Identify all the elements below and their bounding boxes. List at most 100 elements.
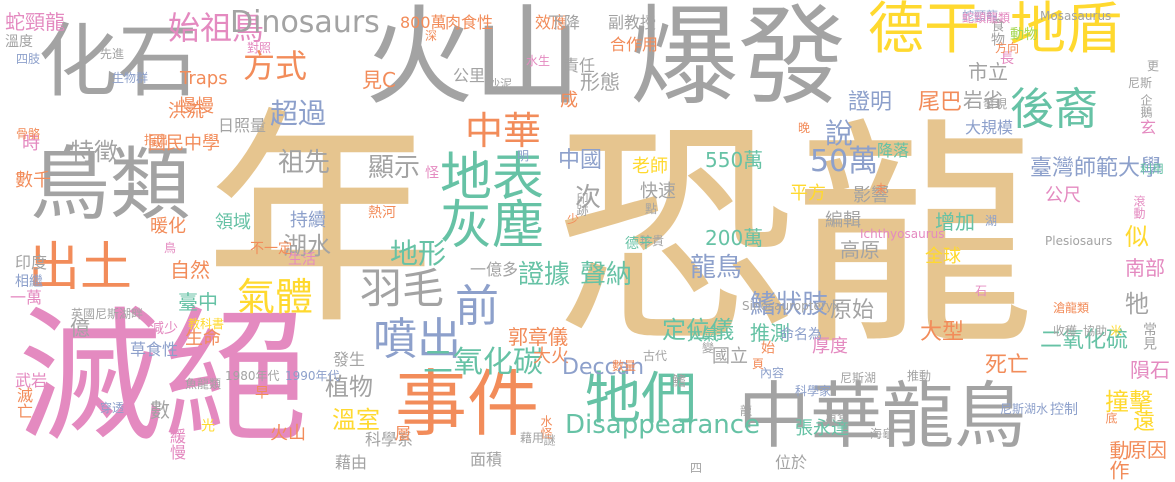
word-niaolei: 鳥類	[30, 138, 190, 231]
word-qie: 企鵝	[1139, 94, 1153, 118]
word-zhonghua: 中華	[465, 109, 542, 153]
word-gongchi: 公尺	[1045, 185, 1081, 206]
word-longniao: 龍鳥	[690, 253, 743, 283]
word-shijian: 事件	[395, 362, 540, 446]
word-dixing: 地形	[390, 237, 447, 270]
word-chutu: 出土	[28, 238, 133, 298]
word-ci: 次	[575, 183, 602, 213]
word-taiwanshida: 臺灣師範大學	[1030, 156, 1163, 181]
word-canglonglei: 滄龍類	[1053, 301, 1090, 315]
word-miejue: 滅絕	[18, 293, 308, 462]
word-hushui: 湖水	[283, 232, 331, 260]
word-rehe: 熱河	[368, 205, 396, 221]
word-si-four: 四	[690, 461, 703, 475]
word-dongzuo: 動作	[1106, 440, 1130, 480]
word-shen: 深	[425, 29, 438, 43]
word-qizhuangzhi: 鰭狀肢	[750, 290, 829, 320]
word-hezuoyong: 合作用	[610, 35, 659, 54]
word-mingmingwei: 命名為	[780, 327, 822, 343]
word-shengming: 生命	[185, 328, 221, 349]
word-faxian: 發現	[983, 97, 1008, 111]
word-dongwu: 動物	[1010, 27, 1038, 43]
word-zhengui: 珍貴	[640, 234, 665, 248]
word-800wan: 800萬	[400, 13, 447, 32]
word-chixu: 持續	[290, 210, 326, 231]
word-gundong: 滾動	[1132, 195, 1146, 219]
word-zeren: 責任	[563, 56, 596, 75]
word-tuidong: 推動	[907, 369, 932, 383]
word-hu: 湖	[985, 214, 998, 228]
word-shuo: 說	[825, 117, 854, 150]
word-si: 似	[1125, 223, 1149, 251]
word-houdu: 厚度	[812, 336, 848, 357]
word-kexuexi: 科學系	[365, 430, 414, 449]
word-didun: 地盾	[1010, 0, 1122, 62]
word-zengjia: 增加	[935, 210, 975, 234]
word-pingfang: 平方	[790, 183, 826, 204]
word-long: 龍	[740, 404, 753, 418]
word-qingcha: 清查	[825, 409, 850, 423]
word-jianc: 見C	[362, 68, 396, 92]
word-shengwuqun: 生物群	[112, 71, 149, 85]
word-haigui: 海龜	[870, 427, 895, 441]
word-roushixing: 肉食性	[445, 13, 494, 32]
word-weiyu: 位於	[775, 453, 808, 472]
word-shiwu: 食物	[989, 18, 1005, 46]
word-ta: 牠	[1125, 290, 1149, 318]
word-50wan: 50萬	[810, 144, 879, 179]
word-yi: 億	[70, 316, 90, 340]
word-yansheng: 岩省	[963, 88, 1003, 112]
word-shuisheng: 水生	[526, 54, 551, 68]
word-dibiao: 地表	[440, 148, 545, 208]
word-niao: 鳥	[164, 241, 177, 255]
word-huashi: 化石	[38, 15, 198, 108]
word-guang: 光	[199, 418, 215, 432]
word-shengna: 聲納	[580, 260, 633, 290]
word-nisihu: 尼斯湖	[840, 371, 877, 385]
word-zao: 早	[253, 385, 269, 399]
word-kuaisu: 快速	[640, 181, 676, 202]
word-taizhong: 臺中	[178, 290, 218, 314]
word-shouhuo: 收穫	[1053, 324, 1078, 338]
word-shizuniao: 始祖鳥	[168, 9, 265, 47]
word-ziran: 自然	[170, 258, 210, 282]
word-xianshi: 顯示	[368, 153, 421, 183]
word-traps: Traps	[180, 68, 228, 89]
word-cheng: 成	[560, 90, 578, 111]
word-zhangyongda: 張永達	[795, 418, 849, 439]
word-jieyong: 藉用	[520, 431, 545, 445]
word-jianshao: 減少	[150, 321, 178, 337]
word-degan-small: 德干	[625, 236, 653, 252]
word-kexuejia: 科學家	[795, 384, 832, 398]
word-huoshan-small: 火山	[270, 423, 306, 444]
word-nisi: 尼斯	[1128, 76, 1153, 90]
word-rizhaoliang: 日照量	[218, 116, 267, 135]
word-qiti: 氣體	[237, 275, 314, 319]
word-plesiosaurs: Plesiosaurs	[1045, 234, 1113, 248]
word-changjian: 常見	[1141, 322, 1157, 350]
word-huoshan: 火山	[365, 0, 582, 120]
word-daxing: 大型	[920, 320, 965, 345]
word-xiajiang: 下降	[548, 13, 581, 32]
word-yiyiduo: 一億多	[470, 260, 519, 279]
word-fangxiang: 方向	[995, 41, 1020, 55]
word-di: 底	[1104, 412, 1118, 424]
word-miewang: 滅亡	[14, 387, 33, 419]
word-konglong: 恐龍	[555, 98, 1036, 378]
word-duizhao: 對照	[247, 41, 272, 55]
word-baofa: 爆發	[630, 0, 847, 120]
word-jiaokeshu: 教科書	[188, 317, 225, 331]
word-laoshi: 老師	[632, 156, 668, 177]
word-manman: 慢慢	[178, 96, 214, 117]
word-mosasaurus: Mosasaurus	[1040, 9, 1112, 23]
word-chaoguo: 超過	[270, 97, 327, 130]
word-shuliang: 數量	[612, 359, 637, 373]
word-dingweiyi: 定位儀	[662, 316, 734, 344]
word-shenghuo: 生活	[288, 252, 316, 268]
word-yulonglei: 魚龍類	[185, 377, 222, 391]
word-tamen: 牠們	[585, 367, 697, 432]
word-mi: 米	[1110, 324, 1123, 338]
word-penchu: 噴出	[373, 314, 461, 365]
word-wenshi: 溫室	[332, 406, 380, 434]
word-mianji: 面積	[470, 450, 503, 469]
